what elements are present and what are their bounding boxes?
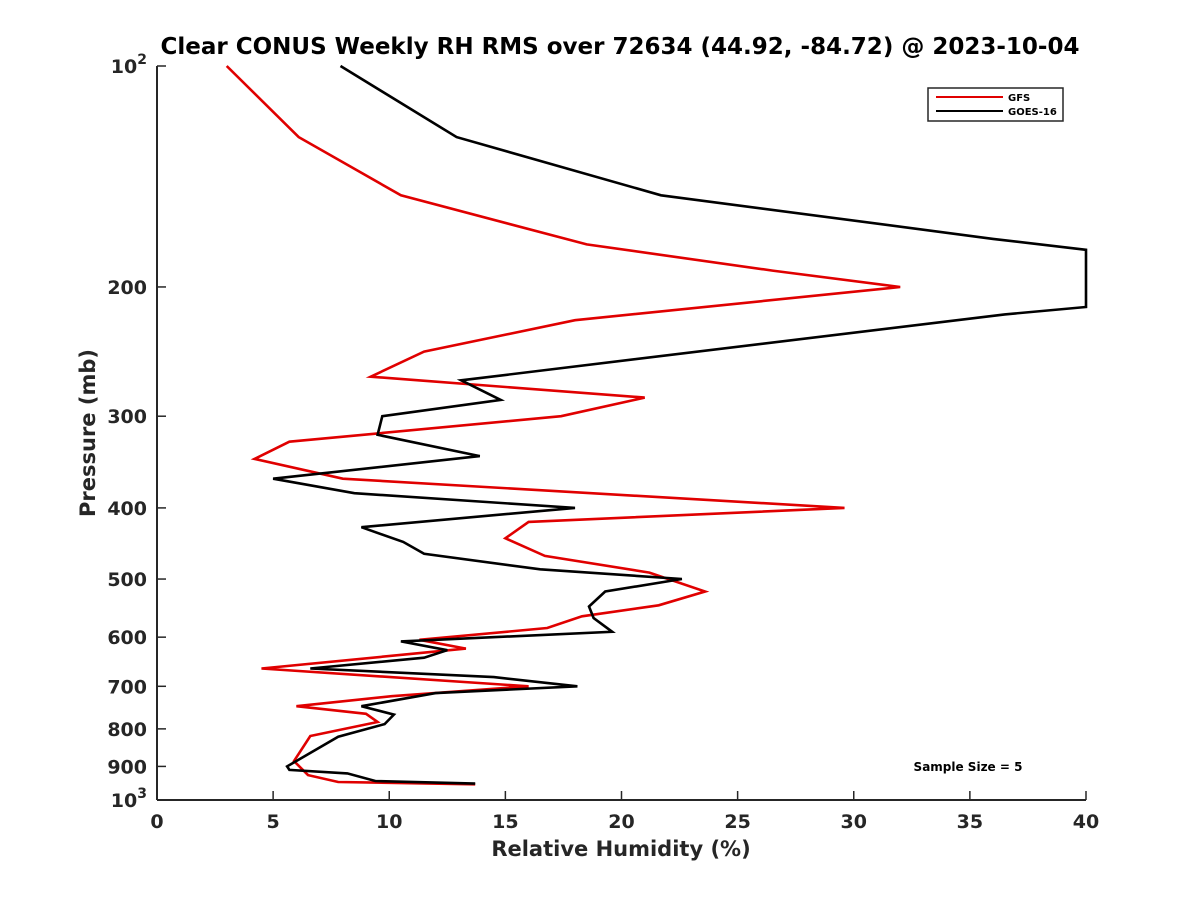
series-line-goes16: [272, 64, 1088, 785]
series-line-gfs: [225, 65, 901, 786]
y-tick-label: 300: [107, 406, 147, 428]
x-tick-label: 10: [376, 811, 402, 833]
x-tick-label: 15: [492, 811, 518, 833]
x-axis-label: Relative Humidity (%): [491, 837, 750, 861]
x-tick-label: 30: [841, 811, 867, 833]
y-axis-label: Pressure (mb): [76, 349, 100, 517]
x-tick-label: 20: [608, 811, 634, 833]
y-ticks: 102 200 300 400 500 600 700 800 900 103: [107, 52, 166, 812]
x-tick-label: 0: [150, 811, 163, 833]
legend-label-goes16: GOES-16: [1008, 107, 1057, 118]
x-tick-label: 25: [724, 811, 750, 833]
y-tick-label: 600: [107, 627, 147, 649]
chart-title: Clear CONUS Weekly RH RMS over 72634 (44…: [161, 34, 1080, 60]
y-tick-label-bottom: 103: [111, 786, 147, 812]
y-tick-label: 400: [107, 498, 147, 520]
y-tick-label: 900: [107, 756, 147, 778]
series-group: [225, 64, 1088, 786]
y-tick-label: 700: [107, 676, 147, 698]
y-tick-label-top: 102: [111, 52, 147, 78]
legend-label-gfs: GFS: [1008, 93, 1030, 104]
x-ticks: 0 5 10 15 20 25 30 35 40: [150, 791, 1099, 833]
y-tick-label: 800: [107, 719, 147, 741]
x-tick-label: 40: [1073, 811, 1099, 833]
legend: GFS GOES-16: [927, 87, 1064, 122]
y-tick-label: 200: [107, 277, 147, 299]
legend-box: [927, 87, 1064, 122]
y-tick-label: 500: [107, 569, 147, 591]
sample-size-annotation: Sample Size = 5: [914, 760, 1023, 774]
x-tick-label: 35: [957, 811, 983, 833]
x-tick-label: 5: [267, 811, 280, 833]
